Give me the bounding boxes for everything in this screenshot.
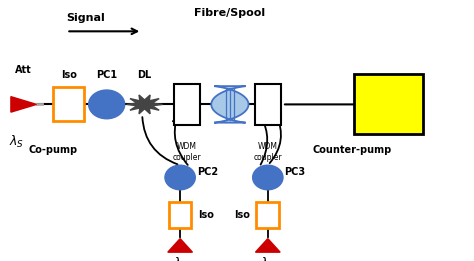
Ellipse shape	[253, 165, 283, 190]
FancyBboxPatch shape	[169, 202, 191, 228]
Text: $\lambda_S$: $\lambda_S$	[9, 134, 24, 150]
FancyBboxPatch shape	[256, 202, 279, 228]
Ellipse shape	[89, 90, 125, 119]
FancyBboxPatch shape	[174, 84, 200, 125]
Text: DL: DL	[137, 70, 152, 80]
FancyBboxPatch shape	[255, 84, 281, 125]
Text: Receiver: Receiver	[362, 99, 416, 109]
Polygon shape	[211, 86, 248, 123]
Text: Iso: Iso	[234, 210, 250, 220]
Text: WDM
coupler: WDM coupler	[254, 142, 282, 162]
FancyBboxPatch shape	[53, 87, 84, 121]
Text: PC3: PC3	[284, 167, 306, 177]
Polygon shape	[11, 97, 36, 112]
Text: PC1: PC1	[96, 70, 117, 80]
Polygon shape	[127, 95, 163, 114]
Text: $\lambda_P$: $\lambda_P$	[173, 256, 188, 261]
FancyBboxPatch shape	[354, 74, 423, 134]
Text: $\lambda_P$: $\lambda_P$	[260, 256, 275, 261]
Text: Att: Att	[15, 65, 32, 75]
Text: Signal: Signal	[66, 13, 105, 23]
Text: WDM
coupler: WDM coupler	[173, 142, 201, 162]
Text: Iso: Iso	[61, 70, 77, 80]
Text: Counter-pump: Counter-pump	[313, 145, 392, 155]
Polygon shape	[255, 239, 280, 252]
Text: Co-pump: Co-pump	[28, 145, 78, 155]
Ellipse shape	[165, 165, 195, 190]
Text: Iso: Iso	[198, 210, 214, 220]
Polygon shape	[168, 239, 192, 252]
Text: PC2: PC2	[197, 167, 218, 177]
Text: Fibre/Spool: Fibre/Spool	[194, 8, 265, 18]
